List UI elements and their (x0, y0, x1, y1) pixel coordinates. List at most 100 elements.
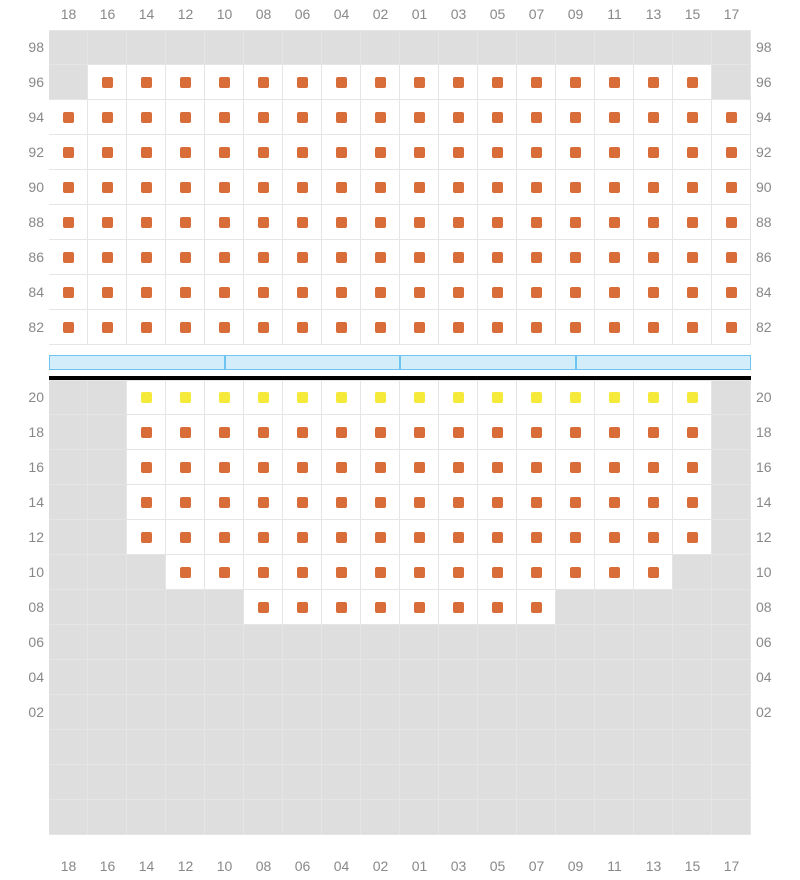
seat-cell[interactable] (634, 240, 673, 275)
seat-cell[interactable] (673, 100, 712, 135)
seat-cell[interactable] (400, 65, 439, 100)
seat-cell[interactable] (205, 240, 244, 275)
seat-cell[interactable] (322, 485, 361, 520)
seat-cell[interactable] (205, 100, 244, 135)
seat-cell[interactable] (205, 520, 244, 555)
seat-cell[interactable] (517, 555, 556, 590)
seat-cell[interactable] (205, 415, 244, 450)
seat-cell[interactable] (322, 450, 361, 485)
seat-cell[interactable] (283, 520, 322, 555)
seat-cell[interactable] (283, 310, 322, 345)
seat-cell[interactable] (322, 100, 361, 135)
seat-cell[interactable] (361, 450, 400, 485)
seat-cell[interactable] (478, 240, 517, 275)
seat-cell[interactable] (49, 205, 88, 240)
seat-cell[interactable] (439, 590, 478, 625)
seat-cell[interactable] (673, 170, 712, 205)
seat-cell[interactable] (322, 415, 361, 450)
seat-cell[interactable] (244, 450, 283, 485)
seat-cell[interactable] (127, 240, 166, 275)
seat-cell[interactable] (49, 310, 88, 345)
seat-cell[interactable] (88, 65, 127, 100)
seat-cell[interactable] (400, 590, 439, 625)
seat-cell[interactable] (712, 240, 751, 275)
seat-cell[interactable] (634, 205, 673, 240)
seat-cell[interactable] (322, 310, 361, 345)
seat-cell[interactable] (88, 100, 127, 135)
seat-cell[interactable] (517, 135, 556, 170)
seat-cell[interactable] (634, 135, 673, 170)
seat-cell[interactable] (205, 380, 244, 415)
seat-cell[interactable] (556, 240, 595, 275)
seat-cell[interactable] (595, 310, 634, 345)
seat-cell[interactable] (712, 205, 751, 240)
seat-cell[interactable] (244, 590, 283, 625)
seat-cell[interactable] (205, 170, 244, 205)
seat-cell[interactable] (556, 205, 595, 240)
seat-cell[interactable] (673, 205, 712, 240)
seat-cell[interactable] (400, 555, 439, 590)
seat-cell[interactable] (322, 520, 361, 555)
seat-cell[interactable] (595, 415, 634, 450)
seat-cell[interactable] (517, 100, 556, 135)
seat-cell[interactable] (673, 520, 712, 555)
seat-cell[interactable] (361, 135, 400, 170)
seat-cell[interactable] (595, 205, 634, 240)
seat-cell[interactable] (595, 450, 634, 485)
seat-cell[interactable] (517, 380, 556, 415)
seat-cell[interactable] (478, 310, 517, 345)
seat-cell[interactable] (712, 275, 751, 310)
seat-cell[interactable] (439, 520, 478, 555)
seat-cell[interactable] (127, 135, 166, 170)
seat-cell[interactable] (205, 485, 244, 520)
seat-cell[interactable] (400, 485, 439, 520)
seat-cell[interactable] (478, 100, 517, 135)
seat-cell[interactable] (283, 275, 322, 310)
seat-cell[interactable] (49, 135, 88, 170)
seat-cell[interactable] (127, 415, 166, 450)
seat-cell[interactable] (205, 275, 244, 310)
seat-cell[interactable] (361, 520, 400, 555)
seat-cell[interactable] (400, 310, 439, 345)
seat-cell[interactable] (127, 485, 166, 520)
seat-cell[interactable] (517, 275, 556, 310)
seat-cell[interactable] (88, 240, 127, 275)
seat-cell[interactable] (166, 380, 205, 415)
seat-cell[interactable] (556, 555, 595, 590)
seat-cell[interactable] (244, 240, 283, 275)
seat-cell[interactable] (244, 520, 283, 555)
seat-cell[interactable] (127, 65, 166, 100)
seat-cell[interactable] (478, 415, 517, 450)
seat-cell[interactable] (166, 275, 205, 310)
seat-cell[interactable] (556, 170, 595, 205)
seat-cell[interactable] (556, 450, 595, 485)
seat-cell[interactable] (478, 380, 517, 415)
seat-cell[interactable] (673, 65, 712, 100)
seat-cell[interactable] (205, 310, 244, 345)
seat-cell[interactable] (361, 310, 400, 345)
seat-cell[interactable] (283, 135, 322, 170)
seat-cell[interactable] (244, 275, 283, 310)
seat-cell[interactable] (634, 485, 673, 520)
seat-cell[interactable] (439, 310, 478, 345)
seat-cell[interactable] (361, 485, 400, 520)
seat-cell[interactable] (634, 65, 673, 100)
seat-cell[interactable] (283, 65, 322, 100)
seat-cell[interactable] (556, 65, 595, 100)
seat-cell[interactable] (439, 450, 478, 485)
seat-cell[interactable] (322, 275, 361, 310)
seat-cell[interactable] (400, 135, 439, 170)
seat-cell[interactable] (283, 380, 322, 415)
seat-cell[interactable] (283, 240, 322, 275)
seat-cell[interactable] (322, 380, 361, 415)
seat-cell[interactable] (517, 415, 556, 450)
seat-cell[interactable] (361, 380, 400, 415)
seat-cell[interactable] (127, 170, 166, 205)
seat-cell[interactable] (361, 170, 400, 205)
seat-cell[interactable] (400, 520, 439, 555)
seat-cell[interactable] (88, 170, 127, 205)
seat-cell[interactable] (49, 170, 88, 205)
seat-cell[interactable] (166, 65, 205, 100)
seat-cell[interactable] (166, 555, 205, 590)
seat-cell[interactable] (478, 590, 517, 625)
